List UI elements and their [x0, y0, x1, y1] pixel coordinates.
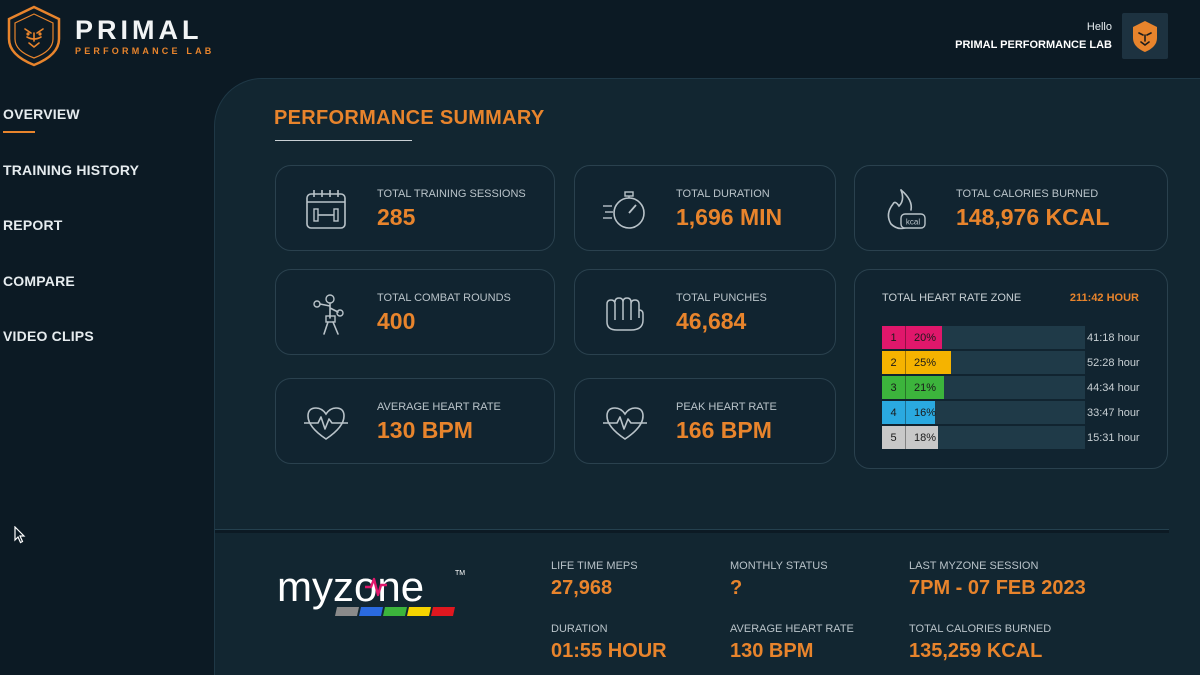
- heart-pulse-icon: [304, 407, 348, 440]
- myzone-stat-value: ?: [730, 577, 743, 599]
- zone-percent: 25%: [914, 356, 937, 369]
- stat-value: 130 BPM: [377, 417, 473, 443]
- myzone-logo-text: myzone: [277, 563, 424, 610]
- heart-rate-zone-row: 1 20% 41:18 hour: [882, 326, 1162, 349]
- myzone-stat-value: 7PM - 07 FEB 2023: [909, 577, 1086, 599]
- user-name: PRIMAL PERFORMANCE LAB: [955, 39, 1112, 51]
- heart-rate-zone-title: TOTAL HEART RATE ZONE: [882, 292, 1022, 304]
- myzone-stat-label: MONTHLY STATUS: [730, 560, 828, 572]
- main-panel: PERFORMANCE SUMMARY TOTAL TRAINING SESSI…: [214, 78, 1200, 675]
- zone-number: 1: [882, 326, 906, 349]
- section-title-underline: [275, 140, 412, 141]
- stat-label: TOTAL PUNCHES: [676, 292, 767, 304]
- sidebar-nav: OVERVIEW TRAINING HISTORY REPORT COMPARE…: [3, 106, 139, 384]
- stat-value: 1,696 MIN: [676, 204, 783, 230]
- myzone-stat-label: LAST MYZONE SESSION: [909, 560, 1039, 572]
- stopwatch-icon: [603, 191, 645, 229]
- zone-number: 2: [882, 351, 906, 374]
- avatar[interactable]: [1122, 13, 1168, 59]
- myzone-logo: myzone TM: [277, 563, 465, 616]
- flame-kcal-icon: kcal: [887, 189, 926, 230]
- myzone-stat-value: 01:55 HOUR: [551, 640, 667, 662]
- lion-shield-icon: [7, 5, 61, 67]
- myzone-stat-label: AVERAGE HEART RATE: [730, 623, 854, 635]
- zone-percent: 16%: [914, 406, 937, 419]
- stat-card-combat-rounds: TOTAL COMBAT ROUNDS 400: [275, 269, 555, 355]
- nav-item-report[interactable]: REPORT: [3, 217, 63, 233]
- stat-label: AVERAGE HEART RATE: [377, 401, 501, 413]
- heart-rate-zone-row: 2 25% 52:28 hour: [882, 351, 1162, 374]
- heart-rate-zone-card: TOTAL HEART RATE ZONE 211:42 HOUR 1 20% …: [854, 269, 1168, 469]
- stat-card-calories-burned: kcal TOTAL CALORIES BURNED 148,976 KCAL: [854, 165, 1168, 251]
- stat-label: TOTAL TRAINING SESSIONS: [377, 188, 526, 200]
- zone-time: 41:18 hour: [1087, 331, 1140, 344]
- fist-icon: [606, 297, 644, 331]
- heart-pulse-icon: [603, 407, 647, 440]
- myzone-stat-value: 27,968: [551, 577, 613, 599]
- zone-time: 52:28 hour: [1087, 356, 1140, 369]
- svg-text:kcal: kcal: [906, 218, 920, 227]
- zone-percent: 21%: [914, 381, 937, 394]
- myzone-stat-label: DURATION: [551, 623, 608, 635]
- stat-card-total-duration: TOTAL DURATION 1,696 MIN: [574, 165, 836, 251]
- section-title: PERFORMANCE SUMMARY: [274, 107, 545, 129]
- user-profile[interactable]: Hello PRIMAL PERFORMANCE LAB: [955, 13, 1168, 59]
- calendar-dumbbell-icon: [306, 190, 346, 229]
- stat-label: PEAK HEART RATE: [676, 401, 777, 413]
- heart-rate-zone-row: 5 18% 15:31 hour: [882, 426, 1162, 449]
- myzone-stat-label: TOTAL CALORIES BURNED: [909, 623, 1052, 635]
- mouse-cursor-icon: [14, 526, 26, 544]
- section-divider: [215, 529, 1169, 533]
- nav-item-training-history[interactable]: TRAINING HISTORY: [3, 161, 140, 178]
- heart-rate-zone-row: 3 21% 44:34 hour: [882, 376, 1162, 399]
- zone-time: 44:34 hour: [1087, 381, 1140, 394]
- nav-item-video-clips[interactable]: VIDEO CLIPS: [3, 328, 94, 344]
- stat-value: 285: [377, 204, 416, 230]
- brand-name: PRIMAL: [75, 15, 203, 45]
- myzone-trademark: TM: [455, 570, 465, 577]
- heart-rate-zone-total: 211:42 HOUR: [1069, 292, 1139, 304]
- myzone-stat-value: 135,259 KCAL: [909, 640, 1043, 662]
- myzone-stat-value: 130 BPM: [730, 640, 814, 662]
- zone-number: 4: [882, 401, 906, 424]
- heart-rate-zone-row: 4 16% 33:47 hour: [882, 401, 1162, 424]
- stat-label: TOTAL COMBAT ROUNDS: [377, 292, 511, 304]
- stat-card-total-punches: TOTAL PUNCHES 46,684: [574, 269, 836, 355]
- zone-number: 5: [882, 426, 906, 449]
- stat-value: 148,976 KCAL: [956, 204, 1110, 230]
- zone-time: 15:31 hour: [1087, 431, 1140, 444]
- stat-value: 46,684: [676, 308, 747, 334]
- greeting-text: Hello: [1086, 21, 1112, 33]
- nav-item-compare[interactable]: COMPARE: [3, 272, 75, 289]
- stat-card-peak-heart-rate: PEAK HEART RATE 166 BPM: [574, 378, 836, 464]
- myzone-stat-label: LIFE TIME MEPS: [551, 560, 638, 572]
- stat-label: TOTAL CALORIES BURNED: [956, 188, 1099, 200]
- stat-label: TOTAL DURATION: [676, 188, 770, 200]
- zone-number: 3: [882, 376, 906, 399]
- nav-item-overview[interactable]: OVERVIEW: [3, 106, 139, 162]
- zone-time: 33:47 hour: [1087, 406, 1140, 419]
- brand-subtitle: PERFORMANCE LAB: [75, 46, 215, 56]
- stat-value: 166 BPM: [676, 417, 772, 443]
- stat-card-average-heart-rate: AVERAGE HEART RATE 130 BPM: [275, 378, 555, 464]
- boxer-icon: [313, 294, 344, 335]
- stat-value: 400: [377, 308, 416, 334]
- brand[interactable]: PRIMAL PERFORMANCE LAB: [5, 5, 215, 67]
- stat-card-training-sessions: TOTAL TRAINING SESSIONS 285: [275, 165, 555, 251]
- lion-avatar-icon: [1133, 21, 1157, 52]
- zone-percent: 18%: [914, 431, 937, 444]
- zone-percent: 20%: [914, 331, 937, 344]
